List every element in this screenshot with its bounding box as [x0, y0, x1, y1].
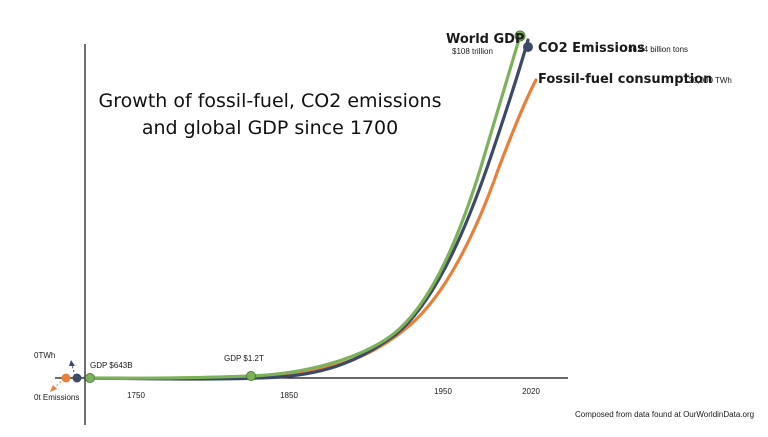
- co2-start-label: 0t Emissions: [34, 393, 79, 402]
- series-line-co2-emissions: [83, 38, 530, 381]
- gdp-end-marker: [514, 30, 526, 42]
- fossil-start-label: 0TWh: [34, 351, 55, 360]
- x-tick-label-1850: 1850: [280, 391, 298, 400]
- co2-end-value: 36.44 billion tons: [628, 45, 688, 54]
- x-tick-label-2020: 2020: [522, 387, 540, 396]
- fossil-series-name: Fossil-fuel consumption: [538, 72, 712, 87]
- co2-series-name: CO2 Emissions: [538, 41, 645, 56]
- co2-start-arrowhead: [69, 360, 75, 366]
- co2-start-marker: [72, 373, 82, 383]
- gdp-mid-marker: [246, 371, 256, 381]
- co2-end-marker: [523, 42, 533, 52]
- x-tick-label-1750: 1750: [127, 391, 145, 400]
- gdp-start-marker: [85, 373, 95, 383]
- gdp-start-label: GDP $643B: [90, 361, 133, 370]
- x-tick-label-1950: 1950: [434, 387, 452, 396]
- co2-start-arrow: [71, 364, 76, 377]
- gdp-end-value: $108 trillion: [452, 47, 493, 56]
- fossil-start-arrowhead: [50, 385, 57, 392]
- chart-title-line-2: and global GDP since 1700: [142, 117, 398, 139]
- gdp-mid-label: GDP $1.2T: [224, 354, 264, 363]
- chart-title-line-1: Growth of fossil-fuel, CO2 emissions: [99, 90, 442, 112]
- gdp-series-name: World GDP: [446, 32, 525, 47]
- source-note: Composed from data found at OurWorldinDa…: [575, 410, 754, 419]
- series-line-world-gdp: [88, 34, 522, 380]
- fossil-start-marker: [61, 373, 71, 383]
- fossil-end-value: 120,000 TWh: [684, 76, 732, 85]
